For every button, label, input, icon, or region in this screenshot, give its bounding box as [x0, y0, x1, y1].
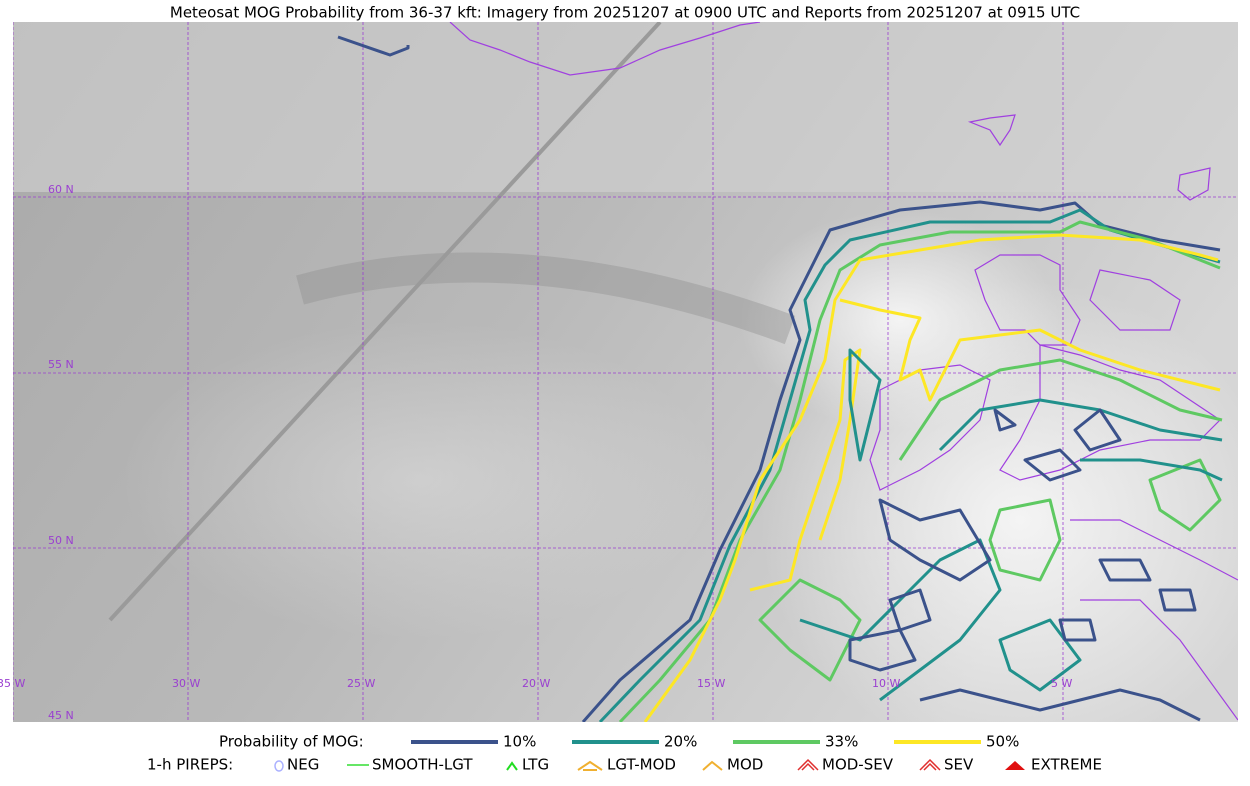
legend-title: Probability of MOG:: [219, 733, 364, 751]
lon-label: 10 W: [872, 677, 900, 690]
lat-label: 45 N: [48, 709, 74, 722]
lon-label: 25 W: [347, 677, 375, 690]
pirep-icons: [274, 758, 1025, 772]
legend: 10% 20% 33% 50%: [411, 733, 1019, 751]
graticule: [13, 22, 1238, 722]
lat-label: 60 N: [48, 183, 74, 196]
pirep-label: LGT-MOD: [607, 756, 676, 774]
lon-label: 30 W: [172, 677, 200, 690]
lon-label: 35 W: [0, 677, 25, 690]
lon-label: 20 W: [522, 677, 550, 690]
pirep-label: SEV: [944, 756, 974, 774]
legend-label: 20%: [664, 733, 697, 751]
pirep-label: NEG: [287, 756, 319, 774]
pirep-label: MOD: [727, 756, 763, 774]
lon-label: 15 W: [697, 677, 725, 690]
dark-band: [296, 252, 796, 345]
pirep-label: SMOOTH-LGT: [372, 756, 473, 774]
pirep-label: EXTREME: [1031, 756, 1102, 774]
lat-label: 55 N: [48, 358, 74, 371]
lon-label: 5 W: [1051, 677, 1072, 690]
lat-label: 50 N: [48, 534, 74, 547]
pirep-label: MOD-SEV: [822, 756, 894, 774]
pirep-label: LTG: [522, 756, 549, 774]
legend-label: 33%: [825, 733, 858, 751]
cloud: [13, 22, 1238, 192]
cloud: [120, 320, 720, 640]
pireps-title: 1-h PIREPS:: [147, 756, 233, 774]
legend-label: 50%: [986, 733, 1019, 751]
contrail: [108, 22, 662, 622]
legend-label: 10%: [503, 733, 536, 751]
contours: [337, 35, 1223, 722]
title: Meteosat MOG Probability from 36-37 kft:…: [170, 4, 1080, 22]
map: 60 N 55 N 50 N 45 N: [13, 22, 1238, 722]
